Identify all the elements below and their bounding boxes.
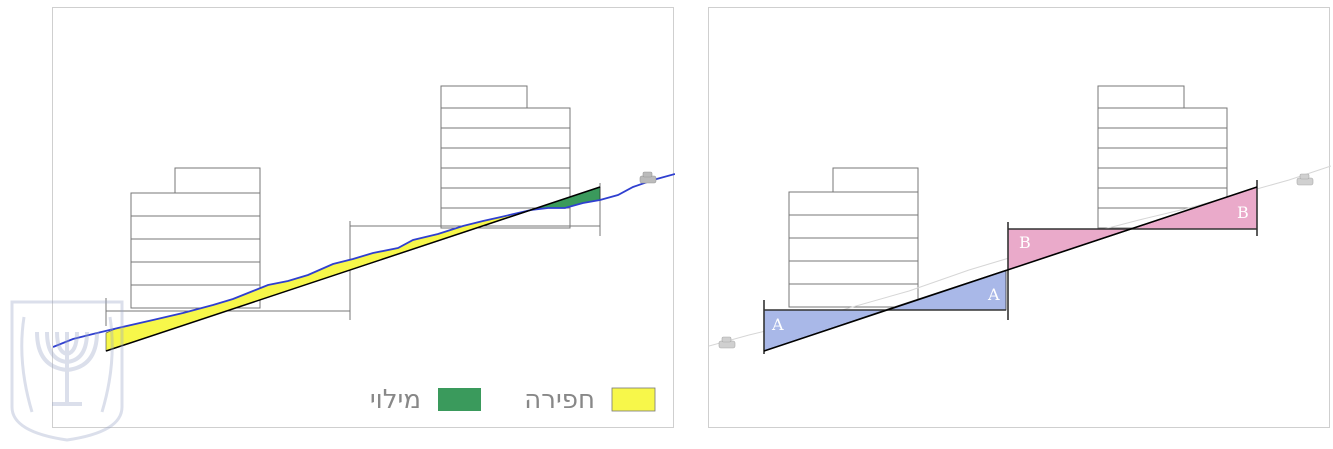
road-line	[105, 186, 601, 352]
left-diagram-svg: חפירה מילוי	[53, 85, 675, 415]
right-diagram-svg: A A B B	[709, 85, 1331, 354]
car-icon	[1296, 173, 1314, 186]
right-diagram-panel: A A B B	[708, 7, 1331, 428]
zone-a-label-left: A	[771, 315, 784, 334]
fill-swatch	[438, 388, 481, 411]
excavation-swatch	[611, 387, 656, 412]
legend-label-fill: מילוי	[370, 385, 421, 415]
zone-b-label-right: B	[1237, 203, 1249, 222]
left-diagram-panel: חפירה מילוי	[52, 7, 675, 428]
zone-b-label-left: B	[1019, 233, 1031, 252]
car-icon	[718, 336, 736, 349]
legend: חפירה מילוי	[370, 385, 656, 415]
upper-building	[440, 85, 571, 229]
state-emblem-menorah-icon	[10, 300, 124, 442]
terrain-line	[53, 173, 675, 348]
zone-a-label-right: A	[987, 285, 1000, 304]
car-icon	[639, 171, 657, 184]
legend-label-excavation: חפירה	[524, 385, 595, 415]
lower-building	[788, 167, 919, 308]
lower-building	[130, 167, 261, 309]
road-line	[763, 186, 1258, 352]
